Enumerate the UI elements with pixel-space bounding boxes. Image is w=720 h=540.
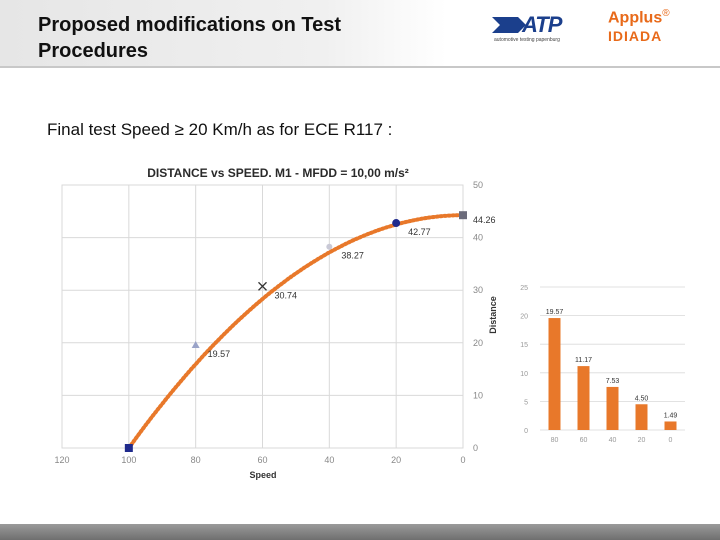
bar-chart-bar [548,318,561,430]
bar-chart-bar [577,366,590,430]
main-chart-annotations: 19.57 30.74 38.27 42.77 44.26 [124,211,496,452]
atp-logo-subtext: automotive testing papenburg [494,37,560,43]
main-chart-y-tick-label: 20 [473,338,483,348]
main-chart-data-label: 42.77 [408,227,431,237]
main-chart-y-tick-label: 0 [473,443,478,453]
bar-chart-x-tick-label: 40 [609,437,617,444]
bar-chart-data-label: 7.53 [606,378,620,385]
main-chart-grid [61,184,464,449]
main-chart-data-label: 30.74 [275,290,298,300]
bar-chart-y-tick-label: 20 [520,314,528,321]
main-chart-y-tick-label: 50 [473,180,483,190]
bar-chart-data-label: 1.49 [664,412,678,419]
atp-arrow-icon [492,17,526,33]
idiada-logo-text: IDIADA [608,28,663,44]
applus-logo-text: Applus® [608,8,670,27]
main-chart-x-tick-label: 20 [391,455,401,465]
applus-idiada-logo: Applus® IDIADA [606,6,676,46]
bar-chart-data-label: 4.50 [635,395,649,402]
bar-chart-y-tick-label: 0 [524,428,528,435]
bar-chart-x-tick-label: 80 [551,437,559,444]
applus-registered-mark: ® [662,8,670,19]
bar-chart-x-tick-label: 60 [580,437,588,444]
main-chart-marker-square [459,211,467,220]
bar-chart-bars: 19.57 11.17 7.53 4.50 1.49 [546,309,678,430]
bar-chart-y-tick-label: 10 [520,371,528,378]
title-line-2: Procedures [38,40,149,62]
slide-title: Proposed modifications on Test Procedure… [38,12,418,64]
main-chart-x-tick-label: 80 [191,455,201,465]
main-chart-plot-area [61,184,464,449]
main-chart-title: DISTANCE vs SPEED. M1 - MFDD = 10,00 m/s… [147,166,409,180]
main-chart-marker-triangle [191,341,200,349]
bar-chart-bar [606,386,619,430]
main-chart-marker-x-stroke [258,281,267,291]
main-chart-data-label: 44.26 [473,215,496,225]
main-chart-series-line [126,213,465,450]
main-chart-marker-x [258,281,267,291]
bar-chart-x-tick-label: 0 [669,437,673,444]
main-chart-x-axis-label: Speed [249,470,276,480]
main-chart-marker-square [124,444,133,452]
header-divider [0,66,720,68]
main-chart-y-axis-label: Distance [488,296,498,334]
main-chart-data-label: 38.27 [341,251,364,261]
bar-chart-data-label: 11.17 [575,357,592,364]
main-chart-data-label: 19.57 [208,349,231,359]
main-chart-x-tick-label: 100 [121,455,136,465]
main-chart-x-tick-label: 60 [257,455,267,465]
applus-word: Applus [608,9,663,27]
bar-chart-bar [635,404,648,430]
atp-logo: ATP automotive testing papenburg [492,12,580,43]
bar-chart-ticks: 0 5 10 15 20 25 80 60 40 20 0 [520,285,672,444]
main-chart-x-tick-label: 0 [460,455,465,465]
bar-chart-y-tick-label: 15 [520,342,528,349]
atp-logo-text: ATP [522,12,562,37]
main-chart-x-tick-label: 120 [54,455,69,465]
main-chart-x-tick-label: 40 [324,455,334,465]
main-chart-ticks: 120 100 80 60 40 20 00 10 20 30 40 50 [54,180,483,465]
main-chart-marker-x-stroke [258,281,267,291]
bar-chart-y-tick-label: 5 [524,399,528,406]
bar-chart-y-tick-label: 25 [520,285,528,292]
main-chart-y-tick-label: 40 [473,233,483,243]
title-line-1: Proposed modifications on Test [38,14,341,36]
main-chart-y-tick-label: 30 [473,285,483,295]
bar-chart-data-label: 19.57 [546,309,564,316]
slide-footer [0,524,720,540]
bar-chart-grid [540,286,685,431]
bar-chart-bar [664,421,677,430]
main-chart-y-tick-label: 10 [473,390,483,400]
bar-chart-x-tick-label: 20 [638,437,646,444]
main-chart-curve [126,213,465,450]
main-chart-marker-star [326,243,333,250]
main-chart-marker-circle [392,219,401,228]
slide-subtitle: Final test Speed ≥ 20 Km/h as for ECE R1… [47,120,393,139]
slide-header [0,0,720,66]
